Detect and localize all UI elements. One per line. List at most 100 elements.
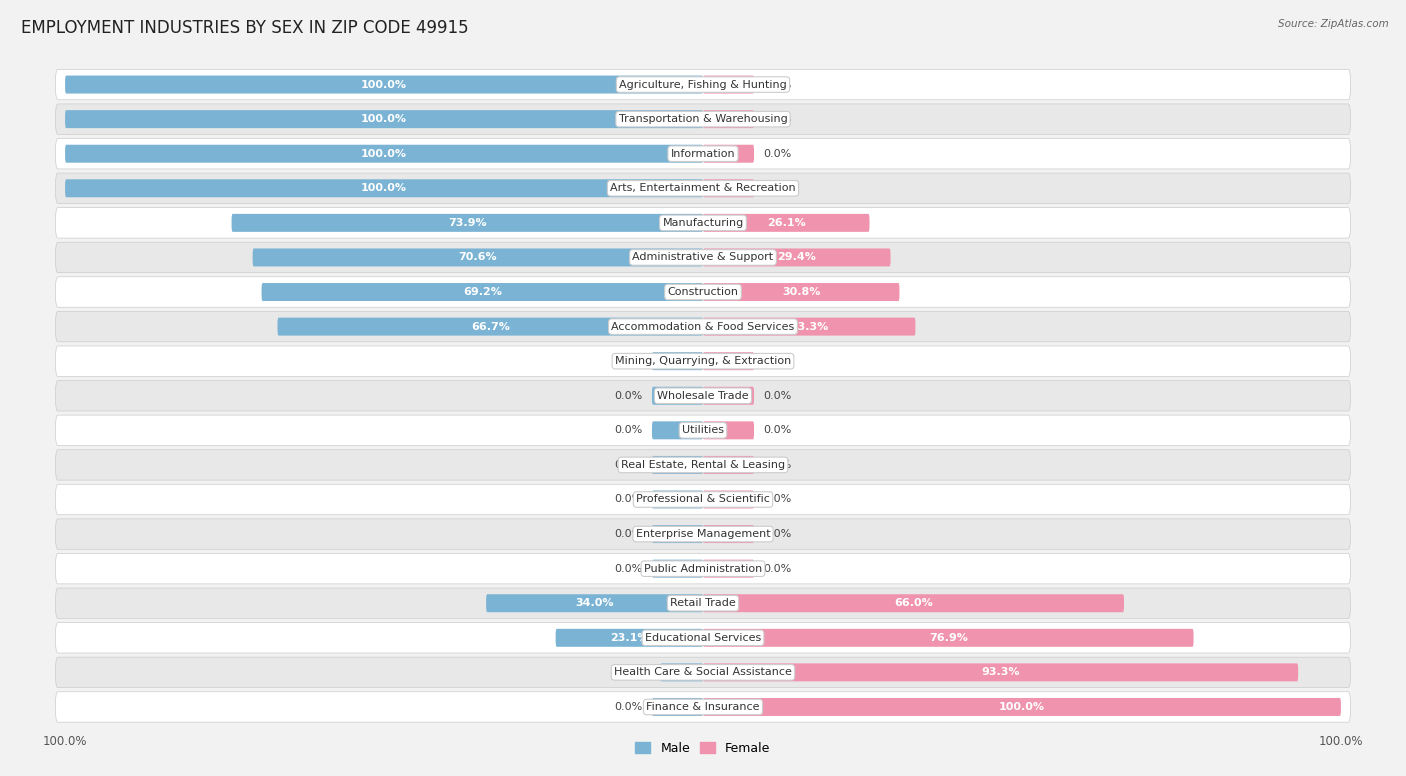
Text: Health Care & Social Assistance: Health Care & Social Assistance xyxy=(614,667,792,677)
Text: 100.0%: 100.0% xyxy=(361,80,408,89)
FancyBboxPatch shape xyxy=(703,525,754,543)
FancyBboxPatch shape xyxy=(661,663,703,681)
FancyBboxPatch shape xyxy=(55,622,1351,653)
Text: 0.0%: 0.0% xyxy=(763,460,792,470)
Text: 73.9%: 73.9% xyxy=(449,218,486,228)
FancyBboxPatch shape xyxy=(652,352,703,370)
FancyBboxPatch shape xyxy=(703,317,915,335)
FancyBboxPatch shape xyxy=(703,352,754,370)
Text: 0.0%: 0.0% xyxy=(763,149,792,159)
Text: 100.0%: 100.0% xyxy=(361,114,408,124)
Text: Finance & Insurance: Finance & Insurance xyxy=(647,702,759,712)
FancyBboxPatch shape xyxy=(652,525,703,543)
FancyBboxPatch shape xyxy=(65,144,703,163)
Text: 34.0%: 34.0% xyxy=(575,598,614,608)
FancyBboxPatch shape xyxy=(55,450,1351,480)
Text: 0.0%: 0.0% xyxy=(614,563,643,573)
FancyBboxPatch shape xyxy=(555,629,703,647)
Text: 0.0%: 0.0% xyxy=(763,425,792,435)
FancyBboxPatch shape xyxy=(703,110,754,128)
Text: Arts, Entertainment & Recreation: Arts, Entertainment & Recreation xyxy=(610,183,796,193)
Text: 0.0%: 0.0% xyxy=(763,494,792,504)
FancyBboxPatch shape xyxy=(703,698,1341,716)
FancyBboxPatch shape xyxy=(703,490,754,508)
FancyBboxPatch shape xyxy=(703,179,754,197)
FancyBboxPatch shape xyxy=(703,629,1194,647)
Text: 33.3%: 33.3% xyxy=(790,321,828,331)
Text: Administrative & Support: Administrative & Support xyxy=(633,252,773,262)
Text: 93.3%: 93.3% xyxy=(981,667,1019,677)
FancyBboxPatch shape xyxy=(55,657,1351,688)
FancyBboxPatch shape xyxy=(703,144,754,163)
Text: 100.0%: 100.0% xyxy=(361,149,408,159)
Text: 0.0%: 0.0% xyxy=(614,529,643,539)
FancyBboxPatch shape xyxy=(55,346,1351,376)
Text: 26.1%: 26.1% xyxy=(766,218,806,228)
Text: 0.0%: 0.0% xyxy=(614,702,643,712)
Text: 69.2%: 69.2% xyxy=(463,287,502,297)
FancyBboxPatch shape xyxy=(55,311,1351,341)
Text: 23.1%: 23.1% xyxy=(610,632,648,643)
Text: Construction: Construction xyxy=(668,287,738,297)
Text: Mining, Quarrying, & Extraction: Mining, Quarrying, & Extraction xyxy=(614,356,792,366)
Text: Retail Trade: Retail Trade xyxy=(671,598,735,608)
FancyBboxPatch shape xyxy=(55,208,1351,238)
Text: 0.0%: 0.0% xyxy=(763,114,792,124)
Text: 0.0%: 0.0% xyxy=(614,391,643,400)
FancyBboxPatch shape xyxy=(703,456,754,474)
FancyBboxPatch shape xyxy=(55,69,1351,100)
Text: 100.0%: 100.0% xyxy=(361,183,408,193)
Text: 66.0%: 66.0% xyxy=(894,598,934,608)
Text: 76.9%: 76.9% xyxy=(929,632,967,643)
Text: Agriculture, Fishing & Hunting: Agriculture, Fishing & Hunting xyxy=(619,80,787,89)
FancyBboxPatch shape xyxy=(486,594,703,612)
Text: Utilities: Utilities xyxy=(682,425,724,435)
FancyBboxPatch shape xyxy=(652,421,703,439)
Text: Real Estate, Rental & Leasing: Real Estate, Rental & Leasing xyxy=(621,460,785,470)
Text: 0.0%: 0.0% xyxy=(763,80,792,89)
FancyBboxPatch shape xyxy=(703,559,754,577)
Text: Enterprise Management: Enterprise Management xyxy=(636,529,770,539)
FancyBboxPatch shape xyxy=(703,283,900,301)
FancyBboxPatch shape xyxy=(703,75,754,94)
FancyBboxPatch shape xyxy=(652,490,703,508)
FancyBboxPatch shape xyxy=(55,553,1351,584)
Text: Manufacturing: Manufacturing xyxy=(662,218,744,228)
FancyBboxPatch shape xyxy=(703,386,754,405)
FancyBboxPatch shape xyxy=(652,386,703,405)
Text: 0.0%: 0.0% xyxy=(763,356,792,366)
Text: 0.0%: 0.0% xyxy=(614,460,643,470)
Text: EMPLOYMENT INDUSTRIES BY SEX IN ZIP CODE 49915: EMPLOYMENT INDUSTRIES BY SEX IN ZIP CODE… xyxy=(21,19,468,37)
Text: 66.7%: 66.7% xyxy=(471,321,510,331)
FancyBboxPatch shape xyxy=(55,519,1351,549)
Text: Professional & Scientific: Professional & Scientific xyxy=(636,494,770,504)
FancyBboxPatch shape xyxy=(703,421,754,439)
Text: 6.7%: 6.7% xyxy=(623,667,651,677)
Text: 30.8%: 30.8% xyxy=(782,287,821,297)
FancyBboxPatch shape xyxy=(55,691,1351,722)
FancyBboxPatch shape xyxy=(55,415,1351,445)
FancyBboxPatch shape xyxy=(55,138,1351,169)
Text: Source: ZipAtlas.com: Source: ZipAtlas.com xyxy=(1278,19,1389,29)
FancyBboxPatch shape xyxy=(65,75,703,94)
FancyBboxPatch shape xyxy=(55,380,1351,411)
Text: 0.0%: 0.0% xyxy=(763,391,792,400)
FancyBboxPatch shape xyxy=(703,248,890,266)
Text: 0.0%: 0.0% xyxy=(614,494,643,504)
FancyBboxPatch shape xyxy=(253,248,703,266)
FancyBboxPatch shape xyxy=(703,214,869,232)
Text: Public Administration: Public Administration xyxy=(644,563,762,573)
FancyBboxPatch shape xyxy=(652,698,703,716)
Text: 70.6%: 70.6% xyxy=(458,252,498,262)
Text: Information: Information xyxy=(671,149,735,159)
Text: 0.0%: 0.0% xyxy=(614,425,643,435)
FancyBboxPatch shape xyxy=(262,283,703,301)
FancyBboxPatch shape xyxy=(55,588,1351,618)
FancyBboxPatch shape xyxy=(703,663,1298,681)
FancyBboxPatch shape xyxy=(277,317,703,335)
Text: 0.0%: 0.0% xyxy=(763,563,792,573)
Text: 29.4%: 29.4% xyxy=(778,252,817,262)
FancyBboxPatch shape xyxy=(652,559,703,577)
FancyBboxPatch shape xyxy=(55,242,1351,272)
FancyBboxPatch shape xyxy=(55,484,1351,514)
